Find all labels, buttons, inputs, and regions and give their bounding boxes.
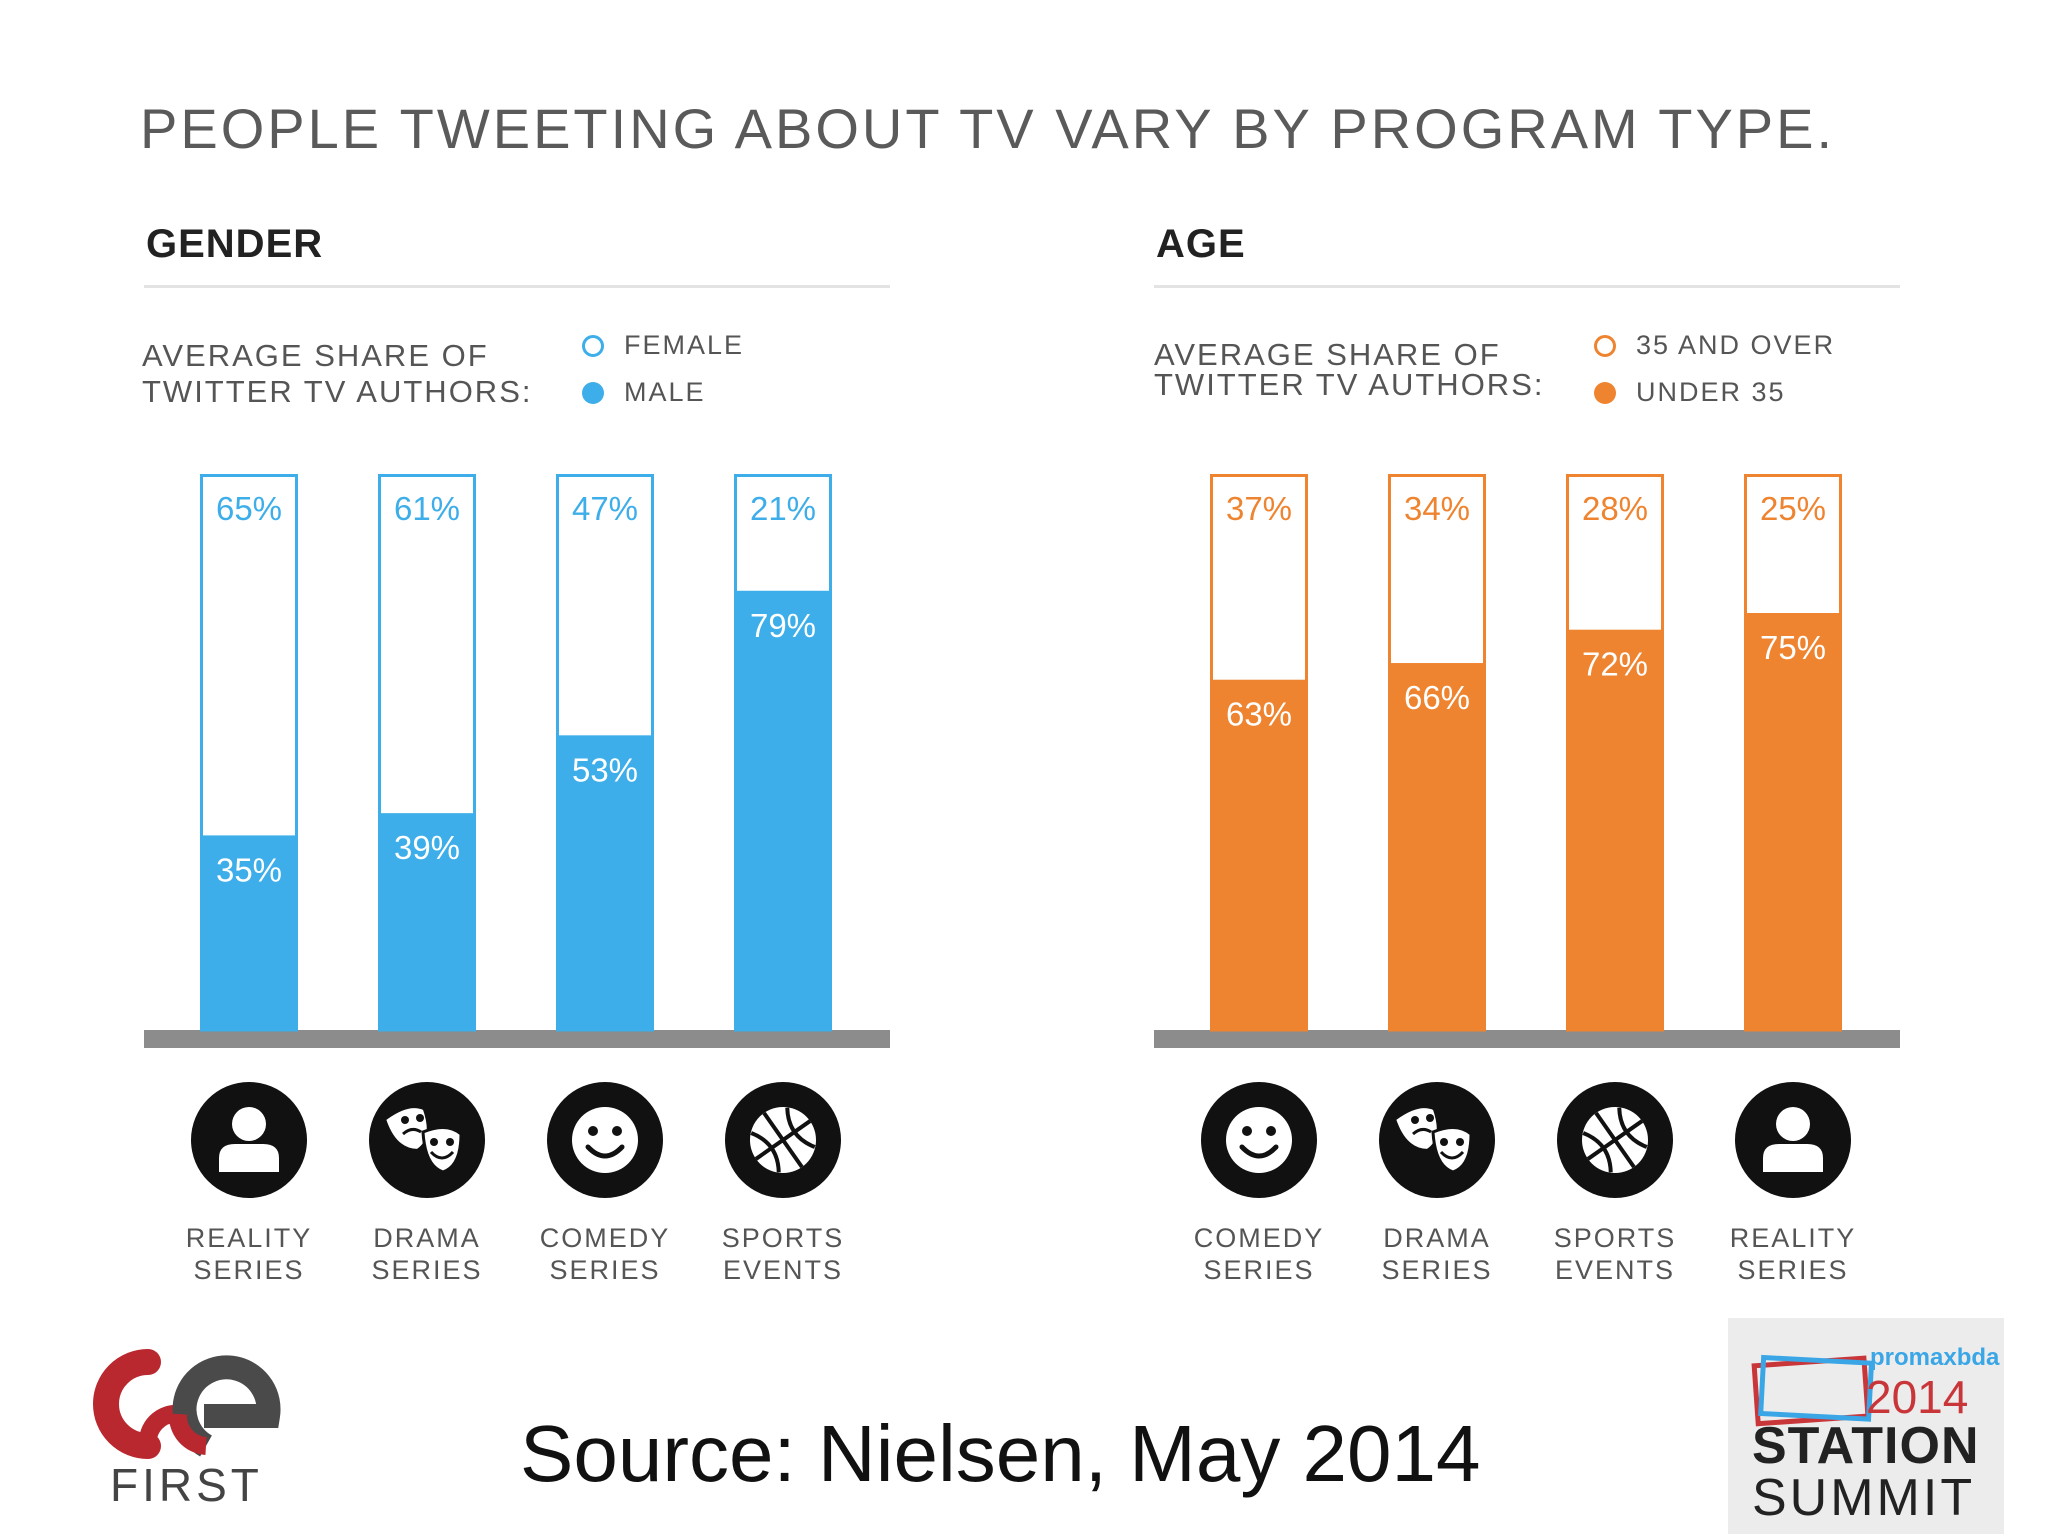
gender-panel-title: GENDER — [146, 222, 324, 266]
legend-label-under-35: UNDER 35 — [1636, 377, 1786, 407]
theater-masks-icon — [369, 1082, 485, 1198]
gender-share-label-line2: TWITTER TV AUTHORS: — [142, 374, 533, 409]
age-category-label-sports-events: EVENTS — [1555, 1255, 1675, 1285]
age-bar-filled-comedy-series — [1210, 679, 1308, 1030]
age-label-filled-sports-events: 72% — [1582, 646, 1648, 683]
gender-baseline — [144, 1030, 890, 1048]
age-category-label-sports-events: SPORTS — [1554, 1223, 1677, 1253]
age-bar-filled-sports-events — [1566, 629, 1664, 1030]
page-title: PEOPLE TWEETING ABOUT TV VARY BY PROGRAM… — [140, 97, 1836, 160]
age-share-label-line2: TWITTER TV AUTHORS: — [1154, 367, 1545, 402]
over-35-swatch — [1594, 334, 1616, 357]
age-label-filled-reality-series: 75% — [1760, 629, 1826, 666]
theater-masks-icon — [1379, 1082, 1495, 1198]
female-swatch — [582, 334, 604, 357]
source-caption: Source: Nielsen, May 2014 — [520, 1409, 1481, 1498]
gender-bar-filled-reality-series — [200, 835, 298, 1030]
under-35-swatch — [1594, 381, 1616, 404]
we-first-logo-icon — [93, 1349, 281, 1459]
person-icon — [1735, 1082, 1851, 1198]
gender-legend: FEMALE MALE — [582, 330, 744, 408]
station-text: STATION — [1752, 1417, 1980, 1475]
gender-category-label-reality-series: SERIES — [193, 1255, 304, 1285]
summit-year-text: 2014 — [1866, 1371, 1969, 1423]
male-swatch — [582, 381, 604, 404]
legend-item-female: FEMALE — [582, 330, 744, 361]
age-panel-title: AGE — [1156, 222, 1246, 266]
person-icon — [191, 1082, 307, 1198]
smiley-icon — [1201, 1082, 1317, 1198]
gender-label-filled-reality-series: 35% — [216, 851, 282, 888]
legend-item-under-35: UNDER 35 — [1594, 377, 1835, 408]
age-category-label-comedy-series: COMEDY — [1194, 1223, 1325, 1253]
age-title-rule — [1154, 285, 1900, 288]
age-category-label-reality-series: REALITY — [1730, 1223, 1857, 1253]
gender-label-outline-drama-series: 61% — [394, 490, 460, 527]
age-baseline — [1154, 1030, 1900, 1048]
legend-label-female: FEMALE — [624, 330, 745, 360]
gender-label-outline-comedy-series: 47% — [572, 490, 638, 527]
gender-category-label-sports-events: SPORTS — [722, 1223, 845, 1253]
legend-label-35-and-over: 35 AND OVER — [1636, 330, 1836, 360]
smiley-icon — [547, 1082, 663, 1198]
age-bar-filled-drama-series — [1388, 663, 1486, 1030]
age-label-outline-comedy-series: 37% — [1226, 490, 1292, 527]
age-category-label-drama-series: SERIES — [1381, 1255, 1492, 1285]
legend-item-male: MALE — [582, 377, 744, 408]
gender-category-label-drama-series: DRAMA — [373, 1223, 481, 1253]
summit-text: SUMMIT — [1752, 1469, 1976, 1527]
gender-category-label-drama-series: SERIES — [371, 1255, 482, 1285]
gender-share-label-line1: AVERAGE SHARE OF — [142, 338, 489, 373]
age-category-label-drama-series: DRAMA — [1383, 1223, 1491, 1253]
gender-label-outline-reality-series: 65% — [216, 490, 282, 527]
age-label-filled-comedy-series: 63% — [1226, 696, 1292, 733]
gender-label-filled-comedy-series: 53% — [572, 751, 638, 788]
age-share-label-line1: AVERAGE SHARE OF — [1154, 337, 1501, 372]
age-label-filled-drama-series: 66% — [1404, 679, 1470, 716]
gender-category-label-comedy-series: SERIES — [549, 1255, 660, 1285]
age-legend: 35 AND OVER UNDER 35 — [1594, 330, 1835, 408]
gender-label-outline-sports-events: 21% — [750, 490, 816, 527]
station-summit-logo: promaxbda 2014 STATION SUMMIT — [1728, 1318, 2004, 1534]
gender-label-filled-drama-series: 39% — [394, 829, 460, 866]
gender-bar-filled-sports-events — [734, 590, 832, 1030]
gender-bar-filled-comedy-series — [556, 735, 654, 1030]
basketball-icon — [725, 1082, 841, 1198]
gender-title-rule — [144, 285, 890, 288]
station-summit-frames-icon — [1751, 1354, 1875, 1427]
age-bar-filled-reality-series — [1744, 613, 1842, 1030]
gender-category-label-comedy-series: COMEDY — [540, 1223, 671, 1253]
age-category-label-comedy-series: SERIES — [1203, 1255, 1314, 1285]
legend-label-male: MALE — [624, 377, 706, 407]
basketball-icon — [1557, 1082, 1673, 1198]
we-first-logo-text: FIRST — [110, 1459, 263, 1511]
age-share-label: AVERAGE SHARE OF TWITTER TV AUTHORS: — [1154, 337, 1545, 402]
gender-label-filled-sports-events: 79% — [750, 607, 816, 644]
gender-category-label-sports-events: EVENTS — [723, 1255, 843, 1285]
gender-category-label-reality-series: REALITY — [186, 1223, 313, 1253]
age-category-label-reality-series: SERIES — [1737, 1255, 1848, 1285]
promaxbda-text: promaxbda — [1870, 1344, 2000, 1371]
age-label-outline-drama-series: 34% — [1404, 490, 1470, 527]
gender-share-label: AVERAGE SHARE OF TWITTER TV AUTHORS: — [142, 338, 533, 410]
age-label-outline-reality-series: 25% — [1760, 490, 1826, 527]
legend-item-35-and-over: 35 AND OVER — [1594, 330, 1835, 361]
gender-bar-filled-drama-series — [378, 813, 476, 1030]
age-label-outline-sports-events: 28% — [1582, 490, 1648, 527]
